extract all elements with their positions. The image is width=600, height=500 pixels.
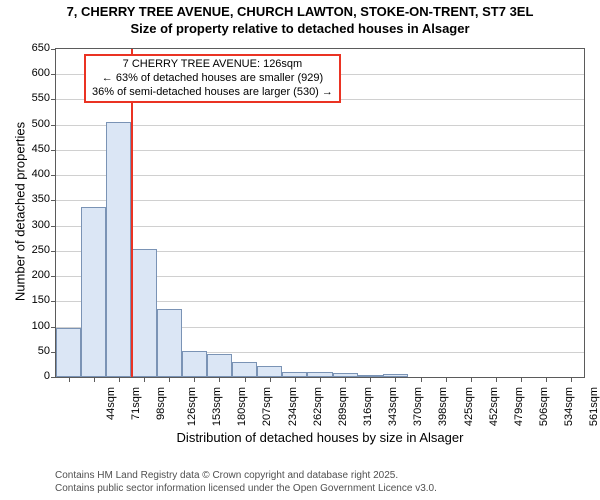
x-tick-label: 126sqm xyxy=(186,387,198,426)
x-tick-label: 180sqm xyxy=(236,387,248,426)
x-tick-mark xyxy=(144,377,145,382)
x-tick-mark xyxy=(521,377,522,382)
x-tick-label: 561sqm xyxy=(588,387,600,426)
x-tick-mark xyxy=(320,377,321,382)
x-tick-mark xyxy=(446,377,447,382)
x-tick-mark xyxy=(295,377,296,382)
plot-region: 7 CHERRY TREE AVENUE: 126sqm ← 63% of de… xyxy=(55,48,585,378)
x-tick-mark xyxy=(345,377,346,382)
x-tick-mark xyxy=(395,377,396,382)
chart-header: 7, CHERRY TREE AVENUE, CHURCH LAWTON, ST… xyxy=(0,0,600,38)
x-tick-label: 479sqm xyxy=(513,387,525,426)
chart-container: 7, CHERRY TREE AVENUE, CHURCH LAWTON, ST… xyxy=(0,0,600,500)
y-tick-mark xyxy=(51,200,56,201)
y-tick-mark xyxy=(51,276,56,277)
x-tick-mark xyxy=(571,377,572,382)
x-tick-mark xyxy=(471,377,472,382)
x-tick-mark xyxy=(194,377,195,382)
x-tick-label: 234sqm xyxy=(287,387,299,426)
histogram-bar xyxy=(81,207,106,377)
title-address: 7, CHERRY TREE AVENUE, CHURCH LAWTON, ST… xyxy=(0,4,600,21)
x-tick-label: 44sqm xyxy=(105,387,117,420)
footer-line2: Contains public sector information licen… xyxy=(55,483,437,494)
histogram-bar xyxy=(182,351,207,377)
footer-line1: Contains HM Land Registry data © Crown c… xyxy=(55,470,398,481)
x-tick-label: 506sqm xyxy=(538,387,550,426)
histogram-bar xyxy=(232,362,257,377)
annotation-line1: 7 CHERRY TREE AVENUE: 126sqm xyxy=(92,58,333,72)
y-tick-mark xyxy=(51,251,56,252)
x-tick-label: 153sqm xyxy=(211,387,223,426)
y-tick-mark xyxy=(51,175,56,176)
x-tick-label: 207sqm xyxy=(262,387,274,426)
y-tick-mark xyxy=(51,327,56,328)
x-tick-label: 534sqm xyxy=(563,387,575,426)
x-tick-mark xyxy=(119,377,120,382)
x-tick-label: 343sqm xyxy=(387,387,399,426)
y-tick-mark xyxy=(51,49,56,50)
x-tick-label: 452sqm xyxy=(488,387,500,426)
x-tick-label: 425sqm xyxy=(463,387,475,426)
x-tick-mark xyxy=(219,377,220,382)
title-subtitle: Size of property relative to detached ho… xyxy=(0,21,600,38)
histogram-bar xyxy=(157,309,182,377)
gridline xyxy=(56,175,584,176)
gridline xyxy=(56,200,584,201)
histogram-bar xyxy=(131,249,156,377)
x-tick-label: 98sqm xyxy=(155,387,167,420)
x-tick-mark xyxy=(169,377,170,382)
annotation-line2: ← 63% of detached houses are smaller (92… xyxy=(92,72,333,86)
y-axis-title: Number of detached properties xyxy=(13,47,28,377)
y-tick-mark xyxy=(51,377,56,378)
y-tick-mark xyxy=(51,99,56,100)
x-tick-mark xyxy=(421,377,422,382)
histogram-bar xyxy=(207,354,232,377)
y-tick-mark xyxy=(51,301,56,302)
chart-area: 050100150200250300350400450500550600650 … xyxy=(55,48,585,430)
x-tick-label: 316sqm xyxy=(362,387,374,426)
y-tick-mark xyxy=(51,352,56,353)
y-tick-mark xyxy=(51,125,56,126)
histogram-bar xyxy=(56,328,81,377)
x-tick-label: 262sqm xyxy=(312,387,324,426)
y-tick-mark xyxy=(51,74,56,75)
x-tick-mark xyxy=(245,377,246,382)
x-tick-mark xyxy=(69,377,70,382)
x-tick-mark xyxy=(546,377,547,382)
histogram-bar xyxy=(257,366,282,377)
gridline xyxy=(56,150,584,151)
annotation-line3: 36% of semi-detached houses are larger (… xyxy=(92,86,333,100)
gridline xyxy=(56,226,584,227)
x-tick-mark xyxy=(94,377,95,382)
histogram-bar xyxy=(106,122,131,377)
y-tick-mark xyxy=(51,226,56,227)
y-tick-mark xyxy=(51,150,56,151)
annotation-box: 7 CHERRY TREE AVENUE: 126sqm ← 63% of de… xyxy=(84,54,341,103)
x-tick-mark xyxy=(496,377,497,382)
x-tick-label: 289sqm xyxy=(337,387,349,426)
x-tick-label: 398sqm xyxy=(438,387,450,426)
x-tick-mark xyxy=(270,377,271,382)
x-tick-mark xyxy=(370,377,371,382)
x-axis-title: Distribution of detached houses by size … xyxy=(55,430,585,445)
gridline xyxy=(56,125,584,126)
x-tick-label: 71sqm xyxy=(130,387,142,420)
x-tick-label: 370sqm xyxy=(412,387,424,426)
